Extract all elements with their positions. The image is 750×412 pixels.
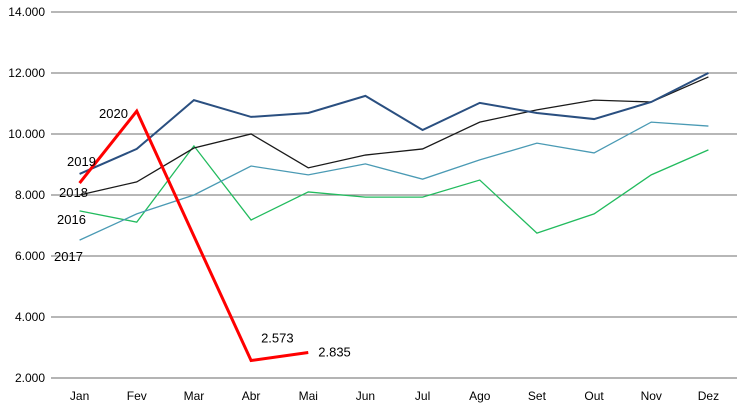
x-tick-label: Set: [528, 389, 547, 403]
series-label-2018: 2018: [59, 185, 88, 200]
x-tick-label: Dez: [698, 389, 719, 403]
x-tick-label: Fev: [127, 389, 147, 403]
x-tick-label: Mar: [184, 389, 205, 403]
series-label-2019: 2019: [67, 154, 96, 169]
series-line-2019: [79, 72, 709, 175]
data-label: 2.573: [261, 331, 294, 346]
y-tick-label: 10.000: [8, 127, 45, 141]
y-tick-label: 4.000: [15, 310, 45, 324]
x-tick-label: Jan: [70, 389, 89, 403]
series-line-2017: [79, 121, 709, 241]
y-tick-label: 12.000: [8, 66, 45, 80]
x-tick-label: Jun: [356, 389, 375, 403]
series-line-2016: [79, 144, 709, 234]
series-label-2016: 2016: [57, 212, 86, 227]
x-tick-label: Ago: [469, 389, 491, 403]
y-tick-label: 14.000: [8, 5, 45, 19]
data-label: 2.835: [318, 345, 351, 360]
x-tick-label: Nov: [641, 389, 662, 403]
y-tick-label: 8.000: [15, 188, 45, 202]
y-tick-label: 6.000: [15, 249, 45, 263]
y-tick-label: 2.000: [15, 371, 45, 385]
series-label-2017: 2017: [54, 249, 83, 264]
x-tick-label: Out: [584, 389, 604, 403]
series-line-2018: [79, 76, 709, 196]
series-line-2020: [78, 108, 309, 363]
x-tick-label: Mai: [299, 389, 318, 403]
series-label-2020: 2020: [99, 106, 128, 121]
x-tick-label: Jul: [415, 389, 430, 403]
x-tick-label: Abr: [242, 389, 261, 403]
